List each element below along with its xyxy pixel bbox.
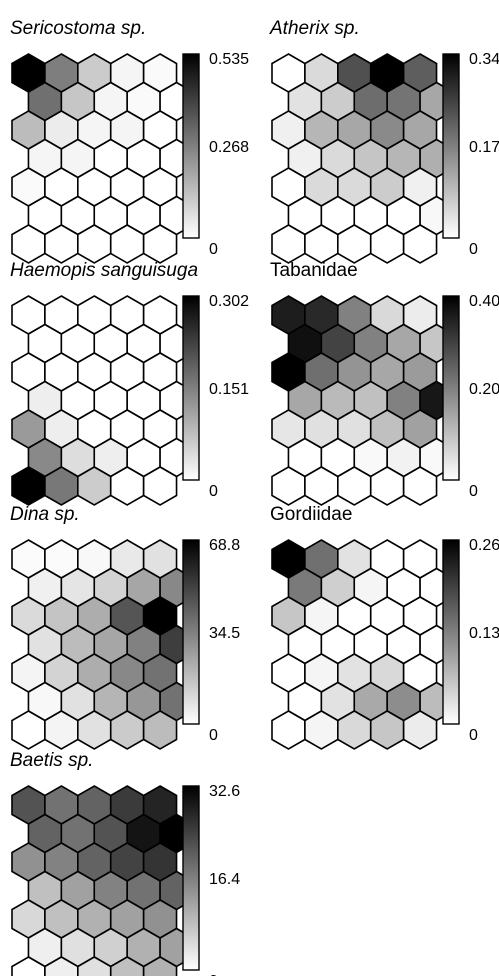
colorbar-min-label: 0 bbox=[209, 727, 218, 744]
hex-grid bbox=[11, 539, 194, 750]
hex-cell bbox=[142, 224, 178, 264]
hex-grid bbox=[11, 53, 194, 264]
hex-grid bbox=[271, 53, 454, 264]
colorbar-mid-label: 0.174 bbox=[469, 139, 499, 156]
colorbar-min-label: 0 bbox=[469, 727, 478, 744]
component-plane-3: Haemopis sanguisuga 0.302 0.151 0 bbox=[10, 260, 249, 506]
colorbar-mid-label: 0.203 bbox=[469, 381, 499, 398]
component-plane-2: Atherix sp. 0.349 0.174 0 bbox=[269, 18, 499, 264]
colorbar-frame bbox=[442, 53, 460, 239]
colorbar-frame bbox=[182, 785, 200, 971]
colorbar-mid-label: 34.5 bbox=[209, 625, 240, 642]
component-plane-7: Baetis sp. 32.6 16.4 0 bbox=[10, 750, 240, 976]
colorbar-frame bbox=[182, 53, 200, 239]
panel-title: Baetis sp. bbox=[10, 750, 93, 771]
colorbar-gradient bbox=[443, 54, 459, 238]
colorbar-min-label: 0 bbox=[209, 973, 218, 976]
hex-cell bbox=[142, 710, 178, 750]
panel-title: Atherix sp. bbox=[269, 18, 360, 39]
colorbar-mid-label: 16.4 bbox=[209, 871, 240, 888]
hex-grid bbox=[271, 295, 454, 506]
colorbar-max-label: 0.268 bbox=[469, 537, 499, 554]
colorbar: 0.535 0.268 0 bbox=[182, 51, 249, 258]
colorbar-mid-label: 0.268 bbox=[209, 139, 249, 156]
panel-title: Tabanidae bbox=[270, 260, 358, 281]
colorbar: 0.349 0.174 0 bbox=[442, 51, 499, 258]
hex-grid bbox=[11, 785, 194, 976]
component-plane-1: Sericostoma sp. 0.535 0.268 0 bbox=[10, 18, 249, 264]
colorbar-frame bbox=[442, 295, 460, 481]
colorbar-gradient bbox=[183, 786, 199, 970]
colorbar-min-label: 0 bbox=[469, 241, 478, 258]
colorbar-gradient bbox=[183, 296, 199, 480]
component-plane-5: Dina sp. 68.8 34.5 0 bbox=[10, 504, 240, 750]
colorbar-min-label: 0 bbox=[209, 483, 218, 500]
panel-title: Sericostoma sp. bbox=[10, 18, 146, 39]
colorbar-frame bbox=[442, 539, 460, 725]
hex-grid bbox=[271, 539, 454, 750]
colorbar: 0.302 0.151 0 bbox=[182, 293, 249, 500]
hex-grid bbox=[11, 295, 194, 506]
colorbar-gradient bbox=[183, 540, 199, 724]
colorbar: 68.8 34.5 0 bbox=[182, 537, 240, 744]
colorbar-max-label: 0.349 bbox=[469, 51, 499, 68]
colorbar-gradient bbox=[443, 296, 459, 480]
hex-cell bbox=[402, 224, 438, 264]
colorbar-max-label: 0.302 bbox=[209, 293, 249, 310]
colorbar-gradient bbox=[443, 540, 459, 724]
hex-cell bbox=[402, 710, 438, 750]
colorbar: 32.6 16.4 0 bbox=[182, 783, 240, 976]
colorbar-max-label: 32.6 bbox=[209, 783, 240, 800]
panel-title: Dina sp. bbox=[10, 504, 80, 525]
colorbar-frame bbox=[182, 539, 200, 725]
colorbar-max-label: 0.535 bbox=[209, 51, 249, 68]
colorbar-mid-label: 0.151 bbox=[209, 381, 249, 398]
colorbar-max-label: 0.406 bbox=[469, 293, 499, 310]
hex-cell bbox=[142, 466, 178, 506]
colorbar: 0.268 0.134 0 bbox=[442, 537, 499, 744]
colorbar-gradient bbox=[183, 54, 199, 238]
hex-cell bbox=[142, 956, 178, 976]
panel-title: Haemopis sanguisuga bbox=[10, 260, 198, 281]
component-plane-4: Tabanidae 0.406 0.203 0 bbox=[270, 260, 499, 506]
hex-cell bbox=[402, 466, 438, 506]
colorbar-mid-label: 0.134 bbox=[469, 625, 499, 642]
component-plane-6: Gordiidae 0.268 0.134 0 bbox=[270, 504, 499, 750]
colorbar: 0.406 0.203 0 bbox=[442, 293, 499, 500]
colorbar-max-label: 68.8 bbox=[209, 537, 240, 554]
colorbar-min-label: 0 bbox=[469, 483, 478, 500]
colorbar-frame bbox=[182, 295, 200, 481]
colorbar-min-label: 0 bbox=[209, 241, 218, 258]
panel-title: Gordiidae bbox=[270, 504, 352, 525]
